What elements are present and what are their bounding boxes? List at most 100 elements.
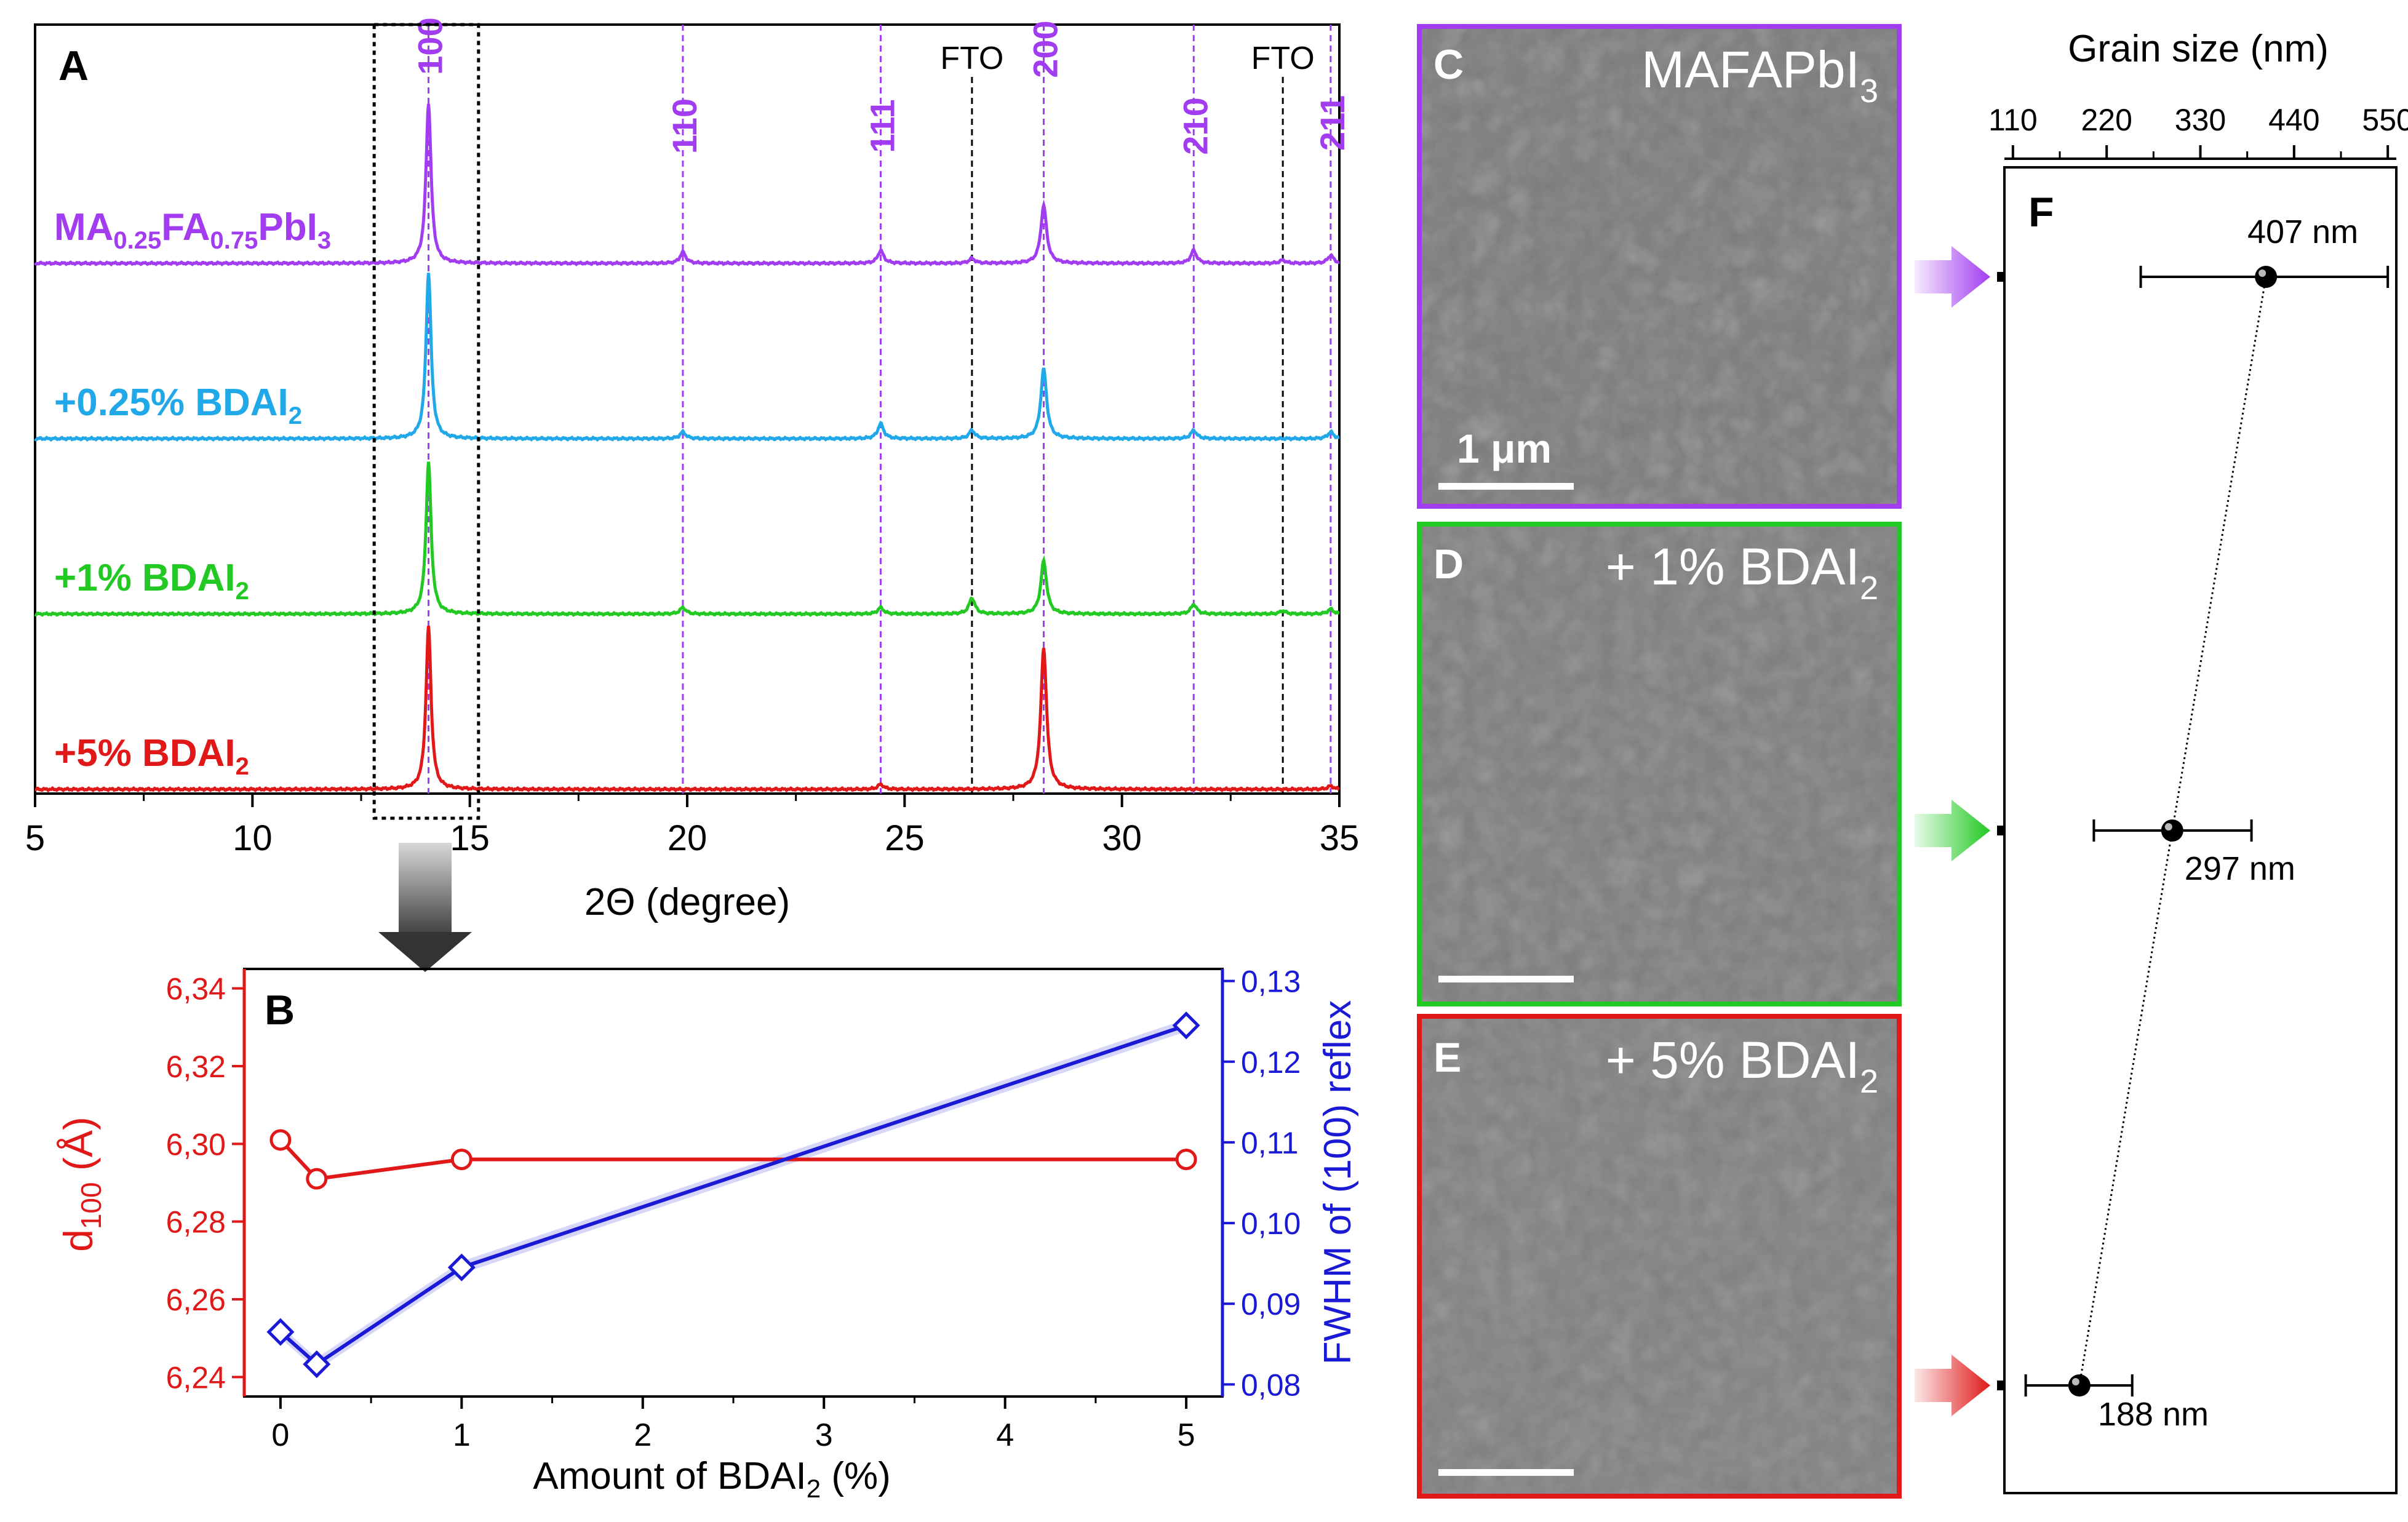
b-left-tick-label: 6,26 — [166, 1283, 226, 1317]
b-left-tick-label: 6,28 — [166, 1205, 226, 1240]
b-left-tick-label: 6,34 — [166, 972, 226, 1006]
b-left-tick-label: 6,24 — [166, 1360, 226, 1395]
scale-bar-label: 1 μm — [1457, 426, 1552, 471]
marker-d100 — [306, 1168, 328, 1190]
b-x-tick-label: 0 — [271, 1417, 289, 1453]
panel-c-letter: C — [1433, 41, 1464, 88]
scale-bar-c — [1438, 483, 1574, 490]
f-tick-label: 330 — [2175, 103, 2226, 137]
x-tick-label: 25 — [885, 818, 925, 858]
series-line-FWHM — [279, 1023, 1187, 1367]
f-tick-label: 550 — [2362, 103, 2408, 137]
b-x-tick-label: 3 — [815, 1417, 833, 1453]
b-x-tick-label: 4 — [996, 1417, 1014, 1453]
panel-e-sem: E + 5% BDAI2 — [1417, 1014, 1902, 1499]
marker-d100 — [269, 1129, 292, 1151]
panel-b-right-y-label: FWHM of (100) reflex — [1317, 1000, 1359, 1365]
b-x-tick-label: 1 — [453, 1417, 471, 1453]
xrd-curve-3 — [34, 461, 1340, 618]
fto-label: FTO — [1251, 41, 1315, 76]
x-tick-label: 30 — [1102, 818, 1142, 858]
grain-point-highlight — [2258, 269, 2266, 277]
x-tick-label: 35 — [1320, 818, 1360, 858]
marker-d100 — [1175, 1149, 1197, 1171]
b-right-tick-label: 0,10 — [1241, 1206, 1301, 1241]
panel-c-sem: C MAFAPbI3 1 μm — [1417, 24, 1902, 509]
marker-FWHM — [447, 1253, 476, 1281]
zoom-arrow — [378, 843, 472, 972]
panel-a-x-axis-label: 2Θ (degree) — [584, 881, 790, 923]
panel-f-letter: F — [2028, 189, 2054, 236]
xrd-curve-1 — [33, 103, 1341, 267]
panel-b-left-y-label: d100 (Å) — [55, 1117, 107, 1252]
marker-FWHM — [303, 1350, 331, 1379]
b-left-tick-label: 6,32 — [166, 1050, 226, 1084]
grain-label: 188 nm — [2098, 1396, 2209, 1433]
panel-b-x-axis-label: Amount of BDAI2 (%) — [533, 1455, 891, 1503]
panel-a-letter: A — [58, 42, 89, 89]
grain-point-highlight — [2164, 823, 2172, 831]
b-x-tick-label: 5 — [1178, 1417, 1195, 1453]
xrd-curve-4 — [34, 626, 1340, 793]
panel-d-sem: D + 1% BDAI2 — [1417, 522, 1902, 1006]
b-right-tick-label: 0,09 — [1241, 1287, 1301, 1321]
arrow-green — [1915, 800, 1990, 861]
sem-label-d: + 1% BDAI2 — [1606, 538, 1878, 607]
scale-bar-d — [1438, 976, 1574, 982]
reflection-label-111: 111 — [863, 99, 901, 153]
sem-label-c: MAFAPbI3 — [1641, 41, 1878, 110]
series-label-3: +1% BDAI2 — [54, 557, 249, 605]
marker-FWHM — [266, 1318, 295, 1346]
series-label-4: +5% BDAI2 — [54, 732, 249, 780]
left-tick-2 — [1997, 826, 2005, 835]
marker-FWHM — [1172, 1011, 1200, 1040]
sem-frame-e — [1417, 1014, 1902, 1499]
arrow-red — [1915, 1355, 1990, 1416]
zoom-box — [372, 23, 480, 820]
panel-b-lattice-fwhm: B 0 1 2 3 4 5 6,24 6,26 6,28 6,30 6,32 6,34 0,08 0,09… — [55, 965, 1359, 1503]
reflection-label-211: 211 — [1313, 95, 1352, 151]
xrd-curve-2 — [34, 273, 1340, 442]
marker-d100 — [450, 1149, 472, 1171]
series-label-2: +0.25% BDAI2 — [54, 381, 302, 429]
fwhm-confidence-band — [280, 1019, 1187, 1371]
x-tick-label: 20 — [668, 818, 708, 858]
series-label-1: MA0.25FA0.75PbI3 — [54, 206, 331, 254]
f-tick-label: 110 — [1988, 103, 2038, 137]
b-right-tick-label: 0,11 — [1241, 1126, 1299, 1160]
b-x-tick-label: 2 — [634, 1417, 652, 1453]
reflection-label-210: 210 — [1176, 97, 1214, 154]
panel-f-axis-label: Grain size (nm) — [2068, 28, 2329, 70]
sem-frame-d — [1417, 522, 1902, 1006]
grain-label: 297 nm — [2185, 850, 2295, 887]
series-line-d100 — [279, 1138, 1187, 1181]
fto-label: FTO — [940, 41, 1003, 76]
sem-label-e: + 5% BDAI2 — [1606, 1031, 1878, 1100]
b-right-tick-label: 0,12 — [1241, 1045, 1301, 1080]
left-tick-3 — [1997, 1381, 2005, 1390]
sem-frame-c — [1417, 24, 1902, 509]
grain-label: 407 nm — [2247, 213, 2358, 250]
b-left-tick-label: 6,30 — [166, 1127, 226, 1161]
grain-point — [2068, 1374, 2091, 1396]
panel-a-xrd: A 100 110 111 200 210 211 FTO FTO MA0.25FA0.75… — [25, 17, 1359, 923]
scale-bar-e — [1438, 1469, 1574, 1476]
x-tick-label: 5 — [25, 818, 45, 858]
f-tick-label: 440 — [2268, 103, 2319, 137]
grain-point — [2255, 266, 2278, 288]
x-tick-label: 10 — [233, 818, 273, 858]
left-tick-1 — [1997, 272, 2005, 282]
reflection-label-110: 110 — [665, 98, 704, 154]
arrow-purple — [1915, 246, 1990, 308]
panel-d-letter: D — [1433, 541, 1464, 588]
x-tick-label: 15 — [450, 818, 490, 858]
reflection-label-100: 100 — [411, 17, 450, 74]
b-right-tick-label: 0,13 — [1241, 965, 1301, 999]
panel-b-letter: B — [265, 987, 295, 1034]
f-tick-label: 220 — [2081, 103, 2132, 137]
grain-point-highlight — [2071, 1378, 2079, 1385]
panel-f-grain-size: Grain size (nm) 110 220 330 440 550 F 407 nm… — [1988, 28, 2408, 1494]
panel-e-letter: E — [1433, 1034, 1461, 1081]
b-right-tick-label: 0,08 — [1241, 1368, 1301, 1402]
